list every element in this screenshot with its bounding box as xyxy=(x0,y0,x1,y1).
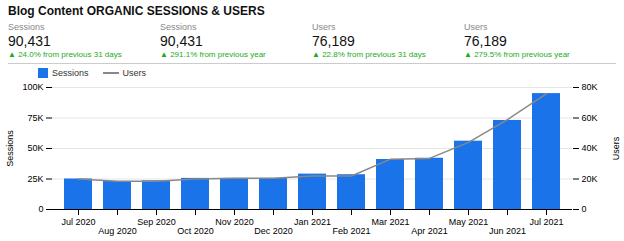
svg-text:Sep 2020: Sep 2020 xyxy=(137,217,176,227)
html-text:76,189: 76,189 xyxy=(312,33,355,49)
svg-text:40K: 40K xyxy=(582,143,598,153)
svg-text:Dec 2020: Dec 2020 xyxy=(254,226,293,236)
html-text:Blog Content ORGANIC SESSIONS: Blog Content ORGANIC SESSIONS & USERS xyxy=(8,4,265,18)
html-text:Users: Users xyxy=(464,22,488,32)
svg-text:100K: 100K xyxy=(22,82,43,92)
svg-text:50K: 50K xyxy=(27,143,43,153)
html-text:▲ 22.8% from previous 31 days: ▲ 22.8% from previous 31 days xyxy=(312,50,426,59)
html-text:Sessions: Sessions xyxy=(160,22,197,32)
html-text:Users: Users xyxy=(122,68,146,78)
html-text:▲ 279.5% from previous year: ▲ 279.5% from previous year xyxy=(464,50,570,59)
svg-text:75K: 75K xyxy=(27,113,43,123)
html-text:Sessions: Sessions xyxy=(52,68,89,78)
svg-text:25K: 25K xyxy=(27,174,43,184)
svg-text:Oct 2020: Oct 2020 xyxy=(177,226,214,236)
html-text:Users: Users xyxy=(312,22,336,32)
svg-text:20K: 20K xyxy=(582,174,598,184)
html-text:76,189: 76,189 xyxy=(464,33,507,49)
svg-text:May 2021: May 2021 xyxy=(449,217,489,227)
svg-text:Feb 2021: Feb 2021 xyxy=(332,226,370,236)
svg-text:Jul 2021: Jul 2021 xyxy=(529,217,563,227)
html-text:▲ 24.0% from previous 31 days: ▲ 24.0% from previous 31 days xyxy=(8,50,122,59)
svg-text:Mar 2021: Mar 2021 xyxy=(371,217,409,227)
svg-text:Nov 2020: Nov 2020 xyxy=(215,217,254,227)
svg-text:Jan 2021: Jan 2021 xyxy=(294,217,331,227)
svg-text:0: 0 xyxy=(582,204,587,214)
svg-text:80K: 80K xyxy=(582,82,598,92)
svg-text:0: 0 xyxy=(38,204,43,214)
svg-text:Aug 2020: Aug 2020 xyxy=(98,226,137,236)
html-text:Sessions: Sessions xyxy=(8,22,45,32)
svg-text:60K: 60K xyxy=(582,113,598,123)
svg-text:Jul 2020: Jul 2020 xyxy=(61,217,95,227)
svg-text:Jun 2021: Jun 2021 xyxy=(489,226,526,236)
html-text:90,431: 90,431 xyxy=(8,33,51,49)
svg-text:Sessions: Sessions xyxy=(5,130,15,167)
svg-text:Users: Users xyxy=(611,136,621,160)
html-text:▲ 291.1% from previous year: ▲ 291.1% from previous year xyxy=(160,50,266,59)
svg-text:Apr 2021: Apr 2021 xyxy=(411,226,448,236)
html-text:90,431: 90,431 xyxy=(160,33,203,49)
